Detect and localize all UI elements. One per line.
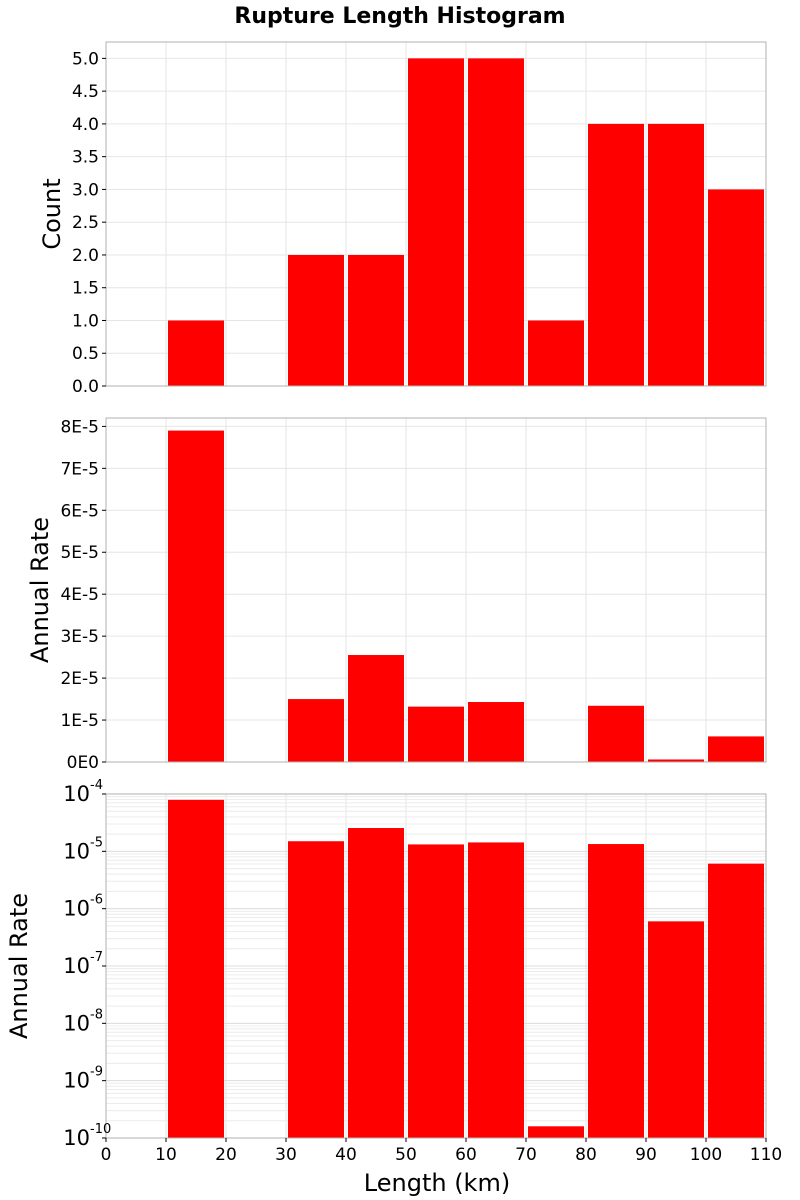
bar-90-100 xyxy=(648,123,704,387)
bar-30-40 xyxy=(288,254,344,386)
y-tick-label: 0.5 xyxy=(72,344,99,364)
bar-10-20 xyxy=(168,430,224,762)
y-tick-exponent: -5 xyxy=(90,835,103,850)
x-tick-label: 0 xyxy=(101,1145,112,1165)
annual-rate-linear-panel: 0E0 1E-5 2E-5 3E-5 4E-5 5E-5 6E-5 7E-5 8E-5 Annua… xyxy=(26,417,767,773)
bar-90-100 xyxy=(648,759,704,762)
bar-100-110 xyxy=(708,189,764,386)
y-tick-label: 5E-5 xyxy=(60,543,99,563)
x-axis-ticks: 0 10 20 30 40 50 60 70 80 90 100 110 xyxy=(101,1138,782,1165)
y-axis-label: Annual Rate xyxy=(26,517,54,663)
bar-70-80 xyxy=(528,320,584,386)
y-tick-label: 3.5 xyxy=(72,148,99,168)
bars xyxy=(168,799,764,1138)
y-tick-label: 5.0 xyxy=(72,49,99,69)
y-tick-label: 3.0 xyxy=(72,180,99,200)
x-tick-label: 90 xyxy=(635,1145,657,1165)
y-tick-label: 3E-5 xyxy=(60,627,99,647)
y-tick-label: 1.5 xyxy=(72,279,99,299)
bar-80-90 xyxy=(588,844,644,1138)
y-tick-label: 0E0 xyxy=(67,753,99,773)
bar-100-110 xyxy=(708,736,764,762)
y-tick-label: 4.5 xyxy=(72,82,99,102)
y-tick-label: 4E-5 xyxy=(60,585,99,605)
bar-40-50 xyxy=(348,828,404,1138)
bar-60-70 xyxy=(468,842,524,1138)
x-tick-label: 110 xyxy=(750,1145,782,1165)
y-tick-label: 6E-5 xyxy=(60,501,99,521)
bar-40-50 xyxy=(348,254,404,386)
y-tick-exponent: -6 xyxy=(90,893,103,908)
y-tick-label: 10 xyxy=(63,1126,90,1150)
x-tick-label: 40 xyxy=(335,1145,357,1165)
x-tick-label: 30 xyxy=(275,1145,297,1165)
x-tick-label: 50 xyxy=(395,1145,417,1165)
bar-30-40 xyxy=(288,841,344,1138)
count-panel: 0.0 0.5 1.0 1.5 2.0 2.5 3.0 3.5 4.0 4.5 5.0 Count xyxy=(38,41,767,397)
y-tick-label: 4.0 xyxy=(72,115,99,135)
y-tick-label: 10 xyxy=(63,839,90,863)
y-tick-label: 10 xyxy=(63,954,90,978)
bar-30-40 xyxy=(288,699,344,762)
x-axis-label: Length (km) xyxy=(364,1169,510,1197)
bar-90-100 xyxy=(648,921,704,1138)
y-tick-label: 2E-5 xyxy=(60,669,99,689)
bar-70-80 xyxy=(528,1126,584,1138)
y-tick-label: 10 xyxy=(63,1011,90,1035)
bar-40-50 xyxy=(348,655,404,762)
bars xyxy=(168,430,764,762)
y-tick-label: 10 xyxy=(63,1069,90,1093)
x-tick-label: 20 xyxy=(215,1145,237,1165)
y-tick-label: 8E-5 xyxy=(60,417,99,437)
bar-100-110 xyxy=(708,863,764,1138)
bars xyxy=(168,58,764,387)
y-axis-ticks: 0.0 0.5 1.0 1.5 2.0 2.5 3.0 3.5 4.0 4.5 5.0 xyxy=(72,49,106,397)
y-tick-label: 1E-5 xyxy=(60,711,99,731)
y-tick-label: 1.0 xyxy=(72,311,99,331)
bar-50-60 xyxy=(408,706,464,762)
bar-60-70 xyxy=(468,702,524,762)
y-tick-exponent: -7 xyxy=(90,950,103,965)
x-tick-label: 80 xyxy=(575,1145,597,1165)
plot-frame xyxy=(105,417,767,763)
y-tick-exponent: -9 xyxy=(90,1065,103,1080)
x-tick-label: 10 xyxy=(155,1145,177,1165)
bar-50-60 xyxy=(408,58,464,386)
y-axis-ticks: 0E0 1E-5 2E-5 3E-5 4E-5 5E-5 6E-5 7E-5 8E-5 xyxy=(60,417,106,773)
plot-frame xyxy=(105,41,767,387)
y-axis-label: Count xyxy=(38,178,66,249)
y-tick-label: 10 xyxy=(63,897,90,921)
y-tick-label: 10 xyxy=(63,782,90,806)
bar-80-90 xyxy=(588,705,644,762)
x-tick-label: 100 xyxy=(690,1145,722,1165)
bar-80-90 xyxy=(588,123,644,387)
bar-10-20 xyxy=(168,799,224,1138)
y-tick-label: 7E-5 xyxy=(60,459,99,479)
y-tick-exponent: -4 xyxy=(90,778,103,793)
y-tick-exponent: -8 xyxy=(90,1007,103,1022)
y-axis-label: Annual Rate xyxy=(5,893,33,1039)
bar-50-60 xyxy=(408,844,464,1138)
bar-60-70 xyxy=(468,58,524,386)
y-tick-label: 2.5 xyxy=(72,213,99,233)
x-tick-label: 60 xyxy=(455,1145,477,1165)
chart-title: Rupture Length Histogram xyxy=(234,4,565,29)
y-tick-exponent: -10 xyxy=(90,1122,111,1137)
x-tick-label: 70 xyxy=(515,1145,537,1165)
y-tick-label: 2.0 xyxy=(72,246,99,266)
y-tick-label: 0.0 xyxy=(72,377,99,397)
bar-10-20 xyxy=(168,320,224,386)
